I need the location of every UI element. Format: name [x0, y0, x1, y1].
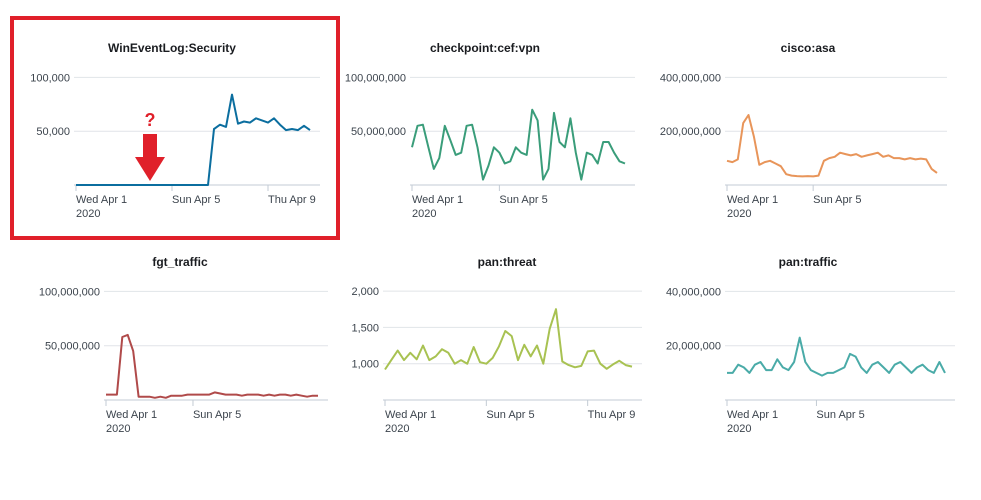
- chart-title: WinEventLog:Security: [108, 41, 236, 55]
- y-tick-label: 100,000,000: [39, 286, 100, 298]
- series-line: [727, 336, 946, 377]
- x-tick-label: Wed Apr 1 2020: [727, 409, 778, 435]
- x-tick-label: Sun Apr 5: [172, 194, 220, 206]
- svg-text:?: ?: [145, 110, 156, 130]
- series-line: [384, 308, 633, 371]
- y-tick-label: 50,000,000: [45, 341, 100, 353]
- y-tick-label: 40,000,000: [666, 286, 721, 298]
- x-tick-label: Wed Apr 1 2020: [412, 194, 463, 220]
- y-tick-label: 200,000,000: [660, 126, 721, 138]
- chart-title: cisco:asa: [781, 41, 836, 55]
- chart-panel: checkpoint:cef:vpn 50,000,000 100,000,000 W…: [345, 41, 635, 220]
- chart-panel: pan:traffic 20,000,000 40,000,000 Wed Apr 1…: [666, 255, 955, 435]
- x-tick-label: Sun Apr 5: [816, 409, 864, 421]
- x-tick-label: Wed Apr 1 2020: [727, 194, 778, 220]
- chart-panel: WinEventLog:Security 50,000 100,000 Wed Apr…: [30, 41, 320, 220]
- chart-title: checkpoint:cef:vpn: [430, 41, 540, 55]
- chart-title: pan:threat: [478, 255, 537, 269]
- series-line: [106, 333, 318, 399]
- y-tick-label: 50,000,000: [351, 126, 406, 138]
- x-tick-label: Sun Apr 5: [499, 194, 547, 206]
- y-tick-label: 2,000: [351, 286, 379, 298]
- series-line: [76, 93, 311, 186]
- x-tick-label: Wed Apr 1 2020: [385, 409, 436, 435]
- series-line: [411, 108, 626, 181]
- chart-panel: pan:threat 1,000 1,500 2,000 Wed Apr 1 2020 Su…: [351, 255, 642, 435]
- series-line: [726, 114, 938, 178]
- y-tick-label: 1,000: [351, 359, 379, 371]
- chart-panel: cisco:asa 200,000,000 400,000,000 Wed Apr 1…: [660, 41, 947, 220]
- y-tick-label: 400,000,000: [660, 72, 721, 84]
- y-tick-label: 20,000,000: [666, 341, 721, 353]
- chart-panel: fgt_traffic 50,000,000 100,000,000 Wed Apr …: [39, 255, 328, 435]
- x-tick-label: Wed Apr 1 2020: [76, 194, 127, 220]
- chart-title: fgt_traffic: [152, 255, 208, 269]
- y-tick-label: 1,500: [351, 322, 379, 334]
- highlight-box: [10, 16, 340, 240]
- y-tick-label: 100,000: [30, 72, 70, 84]
- y-tick-label: 100,000,000: [345, 72, 406, 84]
- chart-title: pan:traffic: [779, 255, 838, 269]
- x-tick-label: Thu Apr 9: [588, 409, 636, 421]
- x-tick-label: Sun Apr 5: [813, 194, 861, 206]
- x-tick-label: Sun Apr 5: [193, 409, 241, 421]
- x-tick-label: Thu Apr 9: [268, 194, 316, 206]
- y-tick-label: 50,000: [36, 126, 70, 138]
- x-tick-label: Sun Apr 5: [486, 409, 534, 421]
- annotation-arrow: ?: [135, 110, 165, 181]
- x-tick-label: Wed Apr 1 2020: [106, 409, 157, 435]
